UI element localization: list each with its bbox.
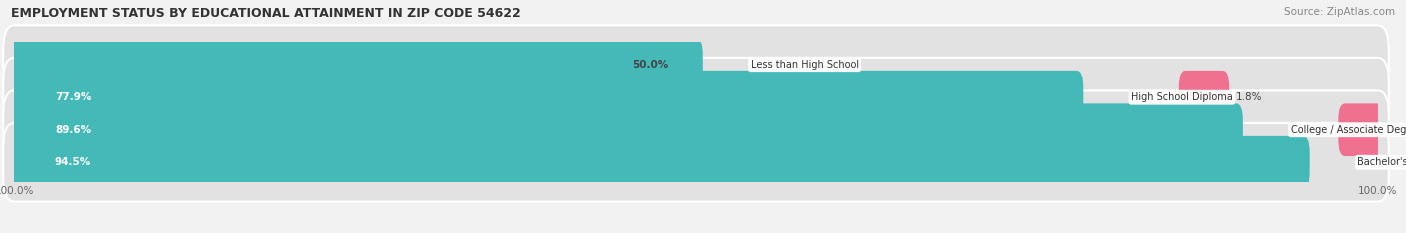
- Text: College / Associate Degree: College / Associate Degree: [1291, 125, 1406, 135]
- Text: Less than High School: Less than High School: [751, 60, 859, 70]
- FancyBboxPatch shape: [7, 71, 1083, 123]
- FancyBboxPatch shape: [3, 123, 1389, 202]
- FancyBboxPatch shape: [3, 58, 1389, 137]
- Text: Source: ZipAtlas.com: Source: ZipAtlas.com: [1284, 7, 1395, 17]
- Text: 94.5%: 94.5%: [55, 157, 91, 167]
- Text: High School Diploma: High School Diploma: [1130, 92, 1233, 102]
- Text: EMPLOYMENT STATUS BY EDUCATIONAL ATTAINMENT IN ZIP CODE 54622: EMPLOYMENT STATUS BY EDUCATIONAL ATTAINM…: [11, 7, 522, 20]
- Text: Bachelor's Degree or higher: Bachelor's Degree or higher: [1357, 157, 1406, 167]
- Text: 50.0%: 50.0%: [633, 60, 669, 70]
- Text: 77.9%: 77.9%: [55, 92, 91, 102]
- Text: 1.8%: 1.8%: [1236, 92, 1263, 102]
- FancyBboxPatch shape: [1339, 103, 1406, 156]
- Text: 0.0%: 0.0%: [818, 60, 845, 70]
- FancyBboxPatch shape: [7, 38, 703, 91]
- FancyBboxPatch shape: [7, 103, 1243, 156]
- FancyBboxPatch shape: [7, 136, 1309, 188]
- Text: 89.6%: 89.6%: [55, 125, 91, 135]
- FancyBboxPatch shape: [1178, 71, 1229, 123]
- FancyBboxPatch shape: [3, 90, 1389, 169]
- FancyBboxPatch shape: [3, 25, 1389, 104]
